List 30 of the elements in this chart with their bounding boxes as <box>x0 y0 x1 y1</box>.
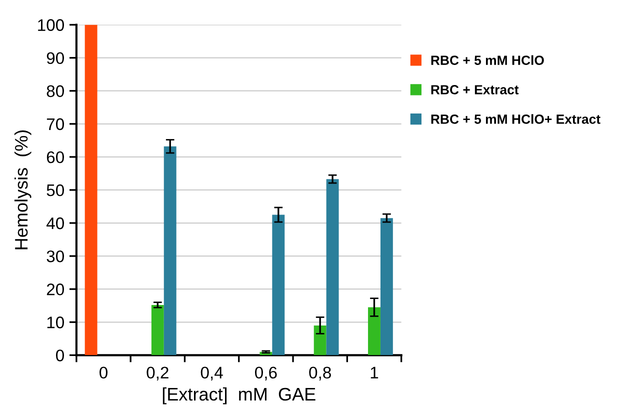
x-tick-label: 0,4 <box>200 366 223 380</box>
bar <box>326 179 339 356</box>
y-tick-label: 80 <box>46 85 64 98</box>
bar <box>314 325 326 356</box>
bar <box>272 214 285 356</box>
x-tick-label: 0,6 <box>255 366 277 380</box>
y-tick-label: 20 <box>46 284 64 296</box>
bar <box>84 24 98 356</box>
x-tick-label: 0,8 <box>309 366 331 380</box>
bar <box>164 146 176 356</box>
x-tick-label: 0,2 <box>146 366 168 380</box>
bar <box>368 307 380 356</box>
y-tick-label: 60 <box>46 151 64 164</box>
y-tick-label: 10 <box>47 316 64 328</box>
x-axis-title: [Extract] mM GAE <box>162 387 316 404</box>
y-tick-label: 40 <box>46 217 64 230</box>
x-tick-label: 0 <box>100 366 108 379</box>
legend-label: RBC + 5 mM HClO <box>431 55 544 65</box>
y-tick-label: 90 <box>46 52 64 64</box>
y-tick-label: 70 <box>46 118 64 130</box>
bar <box>151 304 164 356</box>
y-tick-label: 30 <box>46 250 64 262</box>
y-tick-label: 0 <box>56 350 64 362</box>
y-axis-title: Hemolysis (%) <box>14 130 32 250</box>
y-tick-label: 100 <box>38 19 64 31</box>
bar <box>380 218 393 356</box>
y-tick-label: 50 <box>46 184 64 196</box>
legend-label: RBC + Extract <box>431 85 519 94</box>
x-tick-label: 1 <box>370 366 378 378</box>
legend-label: RBC + 5 mM HClO+ Extract <box>431 114 600 124</box>
